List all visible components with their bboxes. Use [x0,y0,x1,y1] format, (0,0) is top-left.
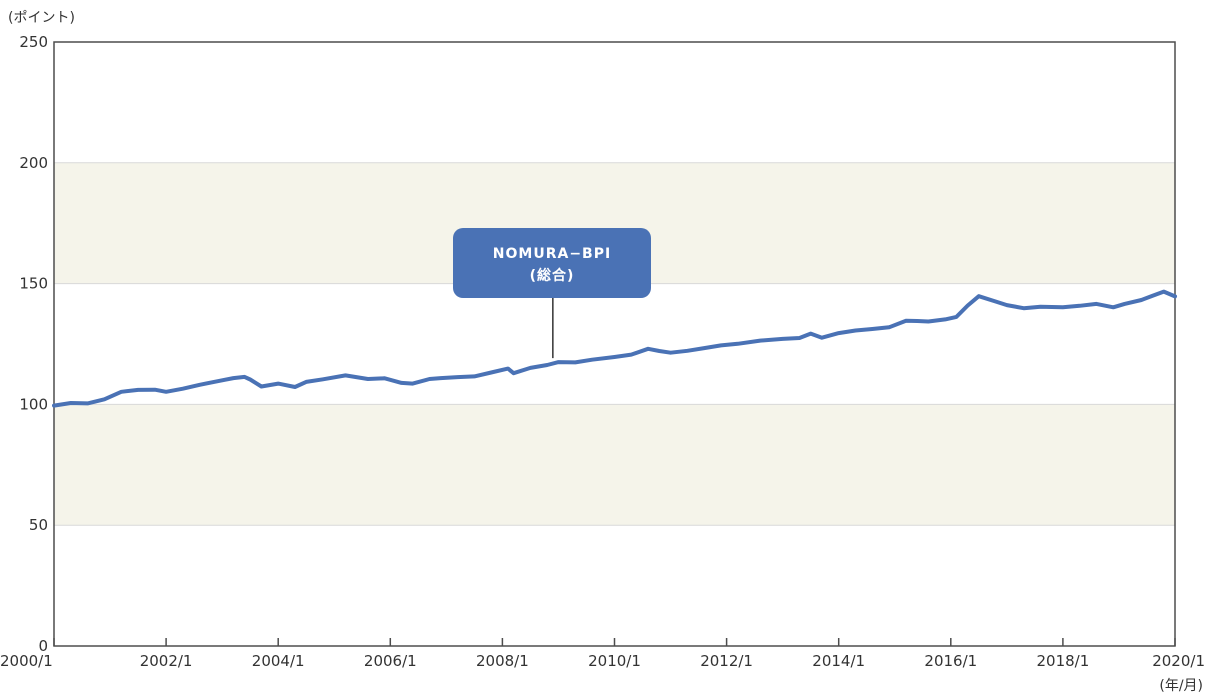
x-tick-label: 2020/1 [1152,652,1205,670]
callout-subtitle: (総合) [530,267,575,284]
x-tick-label: 2014/1 [812,652,865,670]
x-tick-label: 2010/1 [588,652,641,670]
x-axis-unit-label: (年/月) [1159,678,1203,694]
x-tick-label: 2000/1 [0,652,53,670]
x-tick-label: 2018/1 [1037,652,1090,670]
callout-box [453,228,651,298]
x-tick-label: 2008/1 [476,652,529,670]
series-callout: NOMURA−BPI (総合) [453,228,651,359]
y-axis-unit-label: (ポイント) [8,10,75,26]
x-axis-ticks: 2000/1 2002/1 2004/1 2006/1 2008/1 2010/1 2012… [0,638,1205,670]
x-tick-label: 2006/1 [364,652,417,670]
x-tick-label: 2012/1 [700,652,753,670]
x-tick-label: 2004/1 [252,652,305,670]
x-tick-label: 2016/1 [924,652,977,670]
y-tick-label: 200 [19,154,48,172]
series-line-0 [52,289,1177,408]
y-tick-label: 50 [29,516,48,534]
y-tick-label: 0 [38,637,48,655]
y-axis-ticks: 0 50 100 150 200 250 [19,33,48,655]
shaded-bands [54,162,1175,526]
x-tick-label: 2002/1 [140,652,193,670]
callout-title: NOMURA−BPI [493,246,611,262]
y-tick-label: 250 [19,33,48,51]
y-tick-label: 100 [19,395,48,413]
plot-frame [53,41,1176,647]
y-tick-label: 150 [19,275,48,293]
series-group [52,289,1177,408]
shaded-band-0 [54,404,1175,526]
